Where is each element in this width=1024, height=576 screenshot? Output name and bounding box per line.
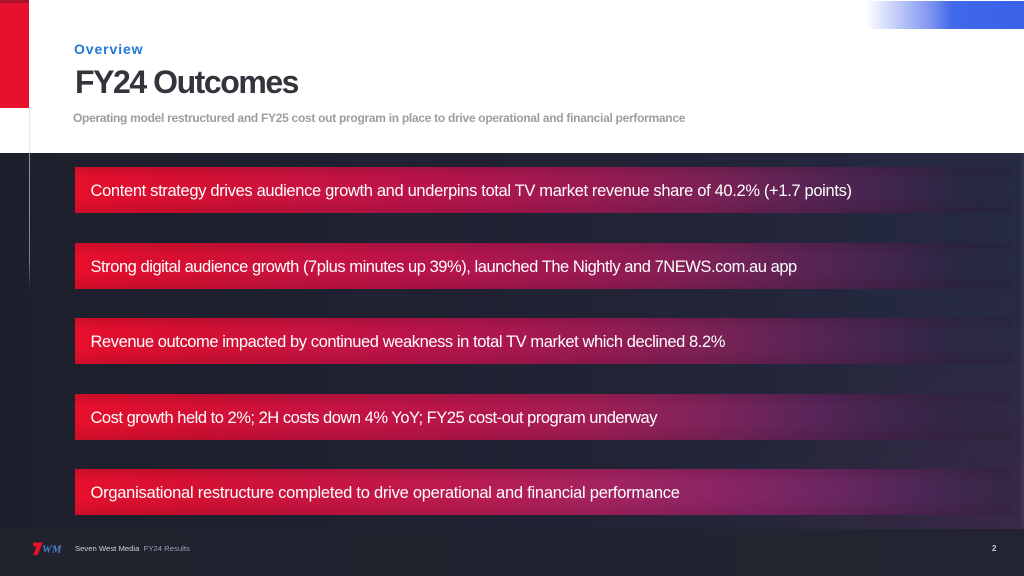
svg-text:WM: WM <box>42 544 63 556</box>
